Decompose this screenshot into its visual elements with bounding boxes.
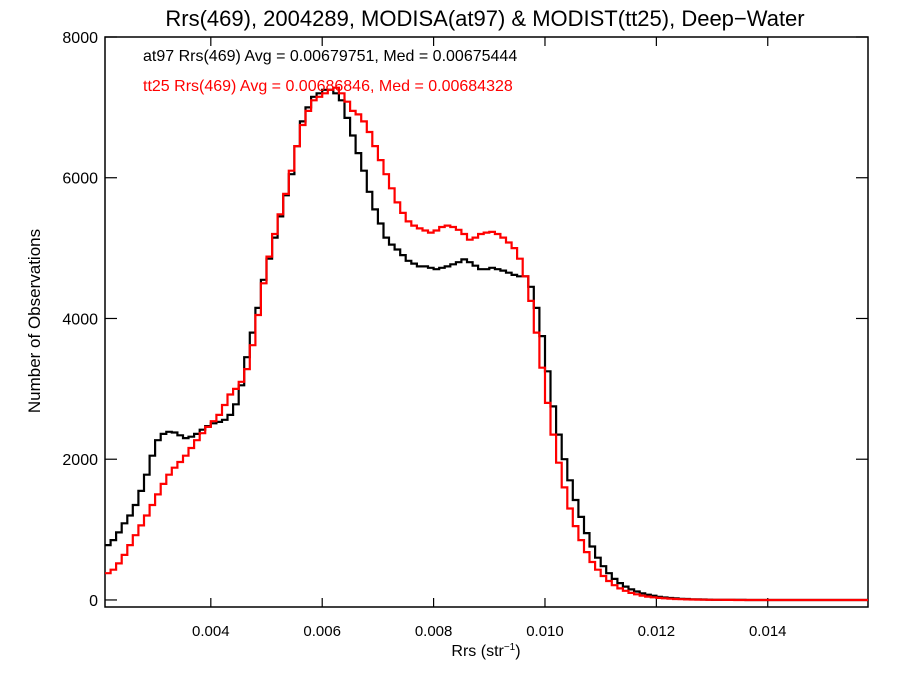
y-tick-label: 2000 (62, 452, 98, 469)
plot-frame (104, 36, 869, 608)
x-axis-label-close: ) (515, 643, 520, 660)
x-tick-label: 0.012 (638, 623, 676, 640)
x-axis-label: Rrs (str−1) (451, 642, 520, 660)
x-tick-label: 0.014 (749, 623, 787, 640)
x-tick-label: 0.008 (415, 623, 453, 640)
y-tick-label: 4000 (62, 311, 98, 328)
x-tick-label: 0.006 (303, 623, 341, 640)
y-tick-label: 0 (89, 593, 98, 610)
series-line-tt25 (105, 86, 868, 602)
series-layer (105, 86, 868, 602)
y-axis-ticks: 0 2000 4000 6000 8000 (62, 30, 868, 610)
chart-title: Rrs(469), 2004289, MODISA(at97) & MODIST… (165, 6, 804, 31)
series-line-at97 (105, 88, 868, 602)
legend-at97: at97 Rrs(469) Avg = 0.00679751, Med = 0.… (143, 48, 517, 65)
x-tick-label: 0.010 (526, 623, 564, 640)
y-axis-label: Number of Observations (25, 229, 44, 413)
x-axis-ticks: 0.004 0.006 0.008 0.010 0.012 0.014 (192, 37, 787, 640)
y-tick-label: 8000 (62, 30, 98, 47)
x-tick-label: 0.004 (192, 623, 230, 640)
y-tick-label: 6000 (62, 171, 98, 188)
x-axis-label-main: Rrs (str (451, 643, 504, 660)
legend-tt25: tt25 Rrs(469) Avg = 0.00686846, Med = 0.… (143, 78, 513, 95)
x-axis-label-sup: −1 (504, 642, 516, 653)
